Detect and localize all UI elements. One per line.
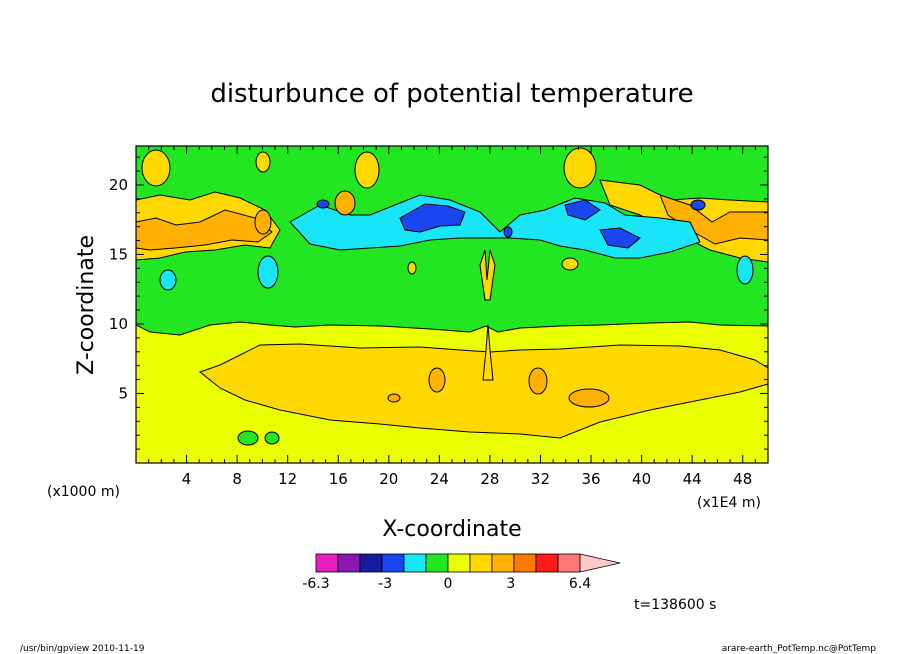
plot-area (136, 146, 768, 463)
field-warm-spot (255, 151, 271, 173)
y-tick-label: 20 (109, 176, 128, 194)
colorbar-swatch (535, 553, 559, 573)
y-unit-label: (x1000 m) (47, 484, 120, 500)
x-axis-label: X-coordinate (382, 517, 521, 542)
x-tick-label: 28 (480, 470, 499, 488)
y-tick-label: 15 (109, 245, 128, 263)
colorbar-swatch (447, 553, 471, 573)
x-unit-label: (x1E4 m) (697, 495, 761, 511)
x-tick-label: 20 (379, 470, 398, 488)
field-orange-upper-left (136, 209, 273, 251)
field-green-spot (237, 430, 259, 446)
time-label: t=138600 s (634, 597, 716, 613)
field-cold-core (316, 199, 330, 209)
x-tick-label: 40 (632, 470, 651, 488)
colorbar-extend-arrow (579, 553, 621, 573)
y-axis-ticks: 5 10 15 20 (109, 156, 768, 450)
x-tick-label: 48 (733, 470, 752, 488)
footer-left: /usr/bin/gpview 2010-11-19 (20, 644, 145, 654)
colorbar-label: -3 (378, 576, 392, 592)
field-cold-core (503, 226, 513, 238)
field-cold-core (690, 199, 706, 211)
field-warm-spot (141, 149, 171, 187)
field-warm-spot (354, 151, 380, 189)
colorbar-swatch (381, 553, 405, 573)
chart-title: disturbunce of potential temperature (210, 79, 693, 109)
field-warm-band (198, 343, 768, 439)
field-cold-core (564, 199, 601, 221)
field-cold-core (399, 203, 466, 233)
y-tick-label: 5 (118, 384, 128, 402)
x-tick-label: 32 (531, 470, 550, 488)
colorbar-swatch (337, 553, 361, 573)
colorbar-swatch (315, 553, 339, 573)
y-tick-label: 10 (109, 315, 128, 333)
colorbar-label: 6.4 (569, 576, 591, 592)
colorbar-swatch (491, 553, 515, 573)
y-axis-label: Z-coordinate (74, 235, 99, 375)
colorbar-swatch (403, 553, 427, 573)
field-wave-feature (479, 249, 496, 301)
colorbar-swatch (557, 553, 581, 573)
colorbar-label: 3 (506, 576, 515, 592)
field-warm-spot (563, 147, 597, 189)
field-cold-spot (736, 255, 754, 285)
x-tick-label: 36 (581, 470, 600, 488)
field-warm-spot (254, 209, 272, 235)
field-warm-spot (568, 388, 610, 408)
field-cold-spot (257, 255, 279, 289)
x-tick-label: 12 (278, 470, 297, 488)
colorbar-label: 0 (444, 576, 453, 592)
field-wave-feature (482, 324, 494, 381)
colorbar-labels: -6.3 -3 0 3 6.4 (302, 576, 591, 592)
x-axis-ticks: 4 8 12 16 20 24 28 32 36 40 44 48 (148, 146, 756, 488)
colorbar (315, 553, 621, 573)
field-cold-core (599, 227, 641, 249)
field-warm-spot (428, 367, 446, 393)
colorbar-swatch (359, 553, 383, 573)
colorbar-swatch (469, 553, 493, 573)
field-warm-spot (387, 393, 401, 403)
x-tick-label: 24 (430, 470, 449, 488)
field-warm-spot (561, 257, 579, 271)
field-warm-spot (528, 367, 548, 395)
footer-right: arare-earth_PotTemp.nc@PotTemp (722, 644, 877, 654)
field-warm-spot (407, 261, 417, 275)
field-warm-spot (334, 190, 356, 216)
colorbar-label: -6.3 (302, 576, 329, 592)
x-tick-label: 16 (329, 470, 348, 488)
field-cold-spot (159, 269, 177, 291)
x-tick-label: 4 (182, 470, 192, 488)
x-tick-label: 8 (232, 470, 242, 488)
field-green-spot (264, 431, 280, 445)
x-tick-label: 44 (683, 470, 702, 488)
colorbar-swatch (425, 553, 449, 573)
colorbar-swatch (513, 553, 537, 573)
